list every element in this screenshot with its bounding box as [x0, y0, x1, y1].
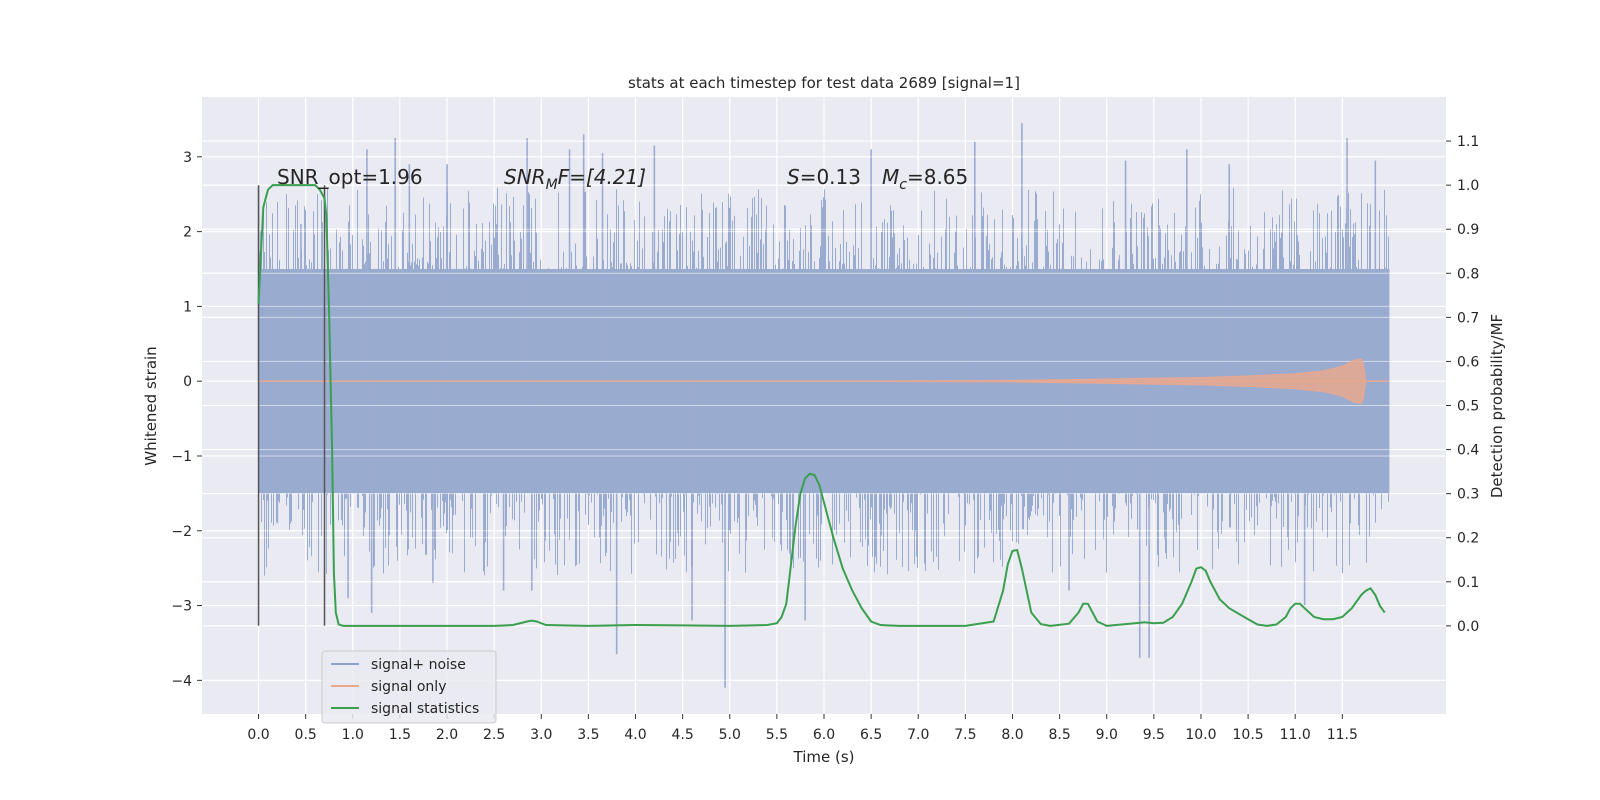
y-right-tick-label: 0.2 — [1457, 531, 1479, 547]
y-left-tick-label: −3 — [171, 599, 192, 615]
y-left-tick-label: 2 — [183, 225, 192, 241]
statistics-line — [257, 184, 1386, 627]
y-left-tick-label: −2 — [171, 524, 192, 540]
y-right-tick-label: 0.1 — [1457, 575, 1479, 591]
annotation-mc-main: M — [882, 165, 899, 189]
x-tick-label: 4.5 — [672, 727, 694, 743]
legend-label-signal-statistics: signal statistics — [371, 701, 479, 717]
y-right-tick-label: 0.6 — [1457, 354, 1479, 370]
x-tick-label: 10.5 — [1233, 727, 1264, 743]
y-right-tick-label: 0.4 — [1457, 443, 1479, 459]
x-tick-label: 7.5 — [954, 727, 976, 743]
annotation-s: S=0.13 — [787, 165, 861, 189]
legend-label-signal-plus-noise: signal+ noise — [371, 657, 466, 673]
annotation-mc-rest: =8.65 — [907, 165, 968, 189]
x-tick-label: 10.0 — [1185, 727, 1216, 743]
annotation-snr-mf-sub: M — [546, 177, 558, 193]
vertical-markers — [257, 185, 326, 626]
y-left-tick-label: 1 — [183, 299, 192, 315]
x-tick-label: 3.0 — [530, 727, 552, 743]
series-signal-only — [258, 358, 1390, 405]
annotation-s-main: S — [787, 165, 800, 189]
y-left-tick-label: −1 — [171, 449, 192, 465]
y-axis-label-right: Detection probability/MF — [1488, 314, 1506, 498]
annotation-mc: Mc=8.65 — [882, 165, 968, 193]
x-tick-label: 1.0 — [342, 727, 364, 743]
x-tick-label: 9.5 — [1143, 727, 1165, 743]
x-tick-label: 5.5 — [766, 727, 788, 743]
series-signal-statistics — [257, 184, 1386, 627]
x-tick-label: 4.0 — [624, 727, 646, 743]
legend: signal+ noise signal only signal statist… — [321, 650, 497, 724]
y-right-tick-label: 0.5 — [1457, 399, 1479, 415]
x-tick-label: 2.0 — [436, 727, 458, 743]
x-axis-label: Time (s) — [793, 748, 855, 766]
annotation-snr-mf: SNRMF=[4.21] — [504, 165, 646, 193]
y-right-tick-label: 1.1 — [1457, 134, 1479, 150]
y-right-tick-label: 0.8 — [1457, 266, 1479, 282]
annotation-mc-sub: c — [899, 177, 907, 193]
y-right-tick-label: 0.0 — [1457, 619, 1479, 635]
x-tick-label: 2.5 — [483, 727, 505, 743]
chart-title: stats at each timestep for test data 268… — [628, 74, 1020, 92]
legend-label-signal-only: signal only — [371, 679, 446, 695]
x-tick-label: 6.0 — [813, 727, 835, 743]
annotation-snr-opt: SNR_opt=1.96 — [277, 165, 423, 189]
y-right-tick-label: 0.9 — [1457, 222, 1479, 238]
legend-box — [321, 650, 497, 724]
tick-labels: 0.0 0.5 1.0 1.5 2.0 2.5 3.0 3.5 4.0 4.5 5.0 5.5 6.0 6… — [171, 134, 1479, 743]
x-tick-label: 0.5 — [295, 727, 317, 743]
x-tick-label: 3.5 — [577, 727, 599, 743]
x-tick-label: 5.0 — [719, 727, 741, 743]
x-tick-label: 9.0 — [1096, 727, 1118, 743]
x-tick-label: 1.5 — [389, 727, 411, 743]
x-tick-label: 11.0 — [1280, 727, 1311, 743]
x-tick-label: 11.5 — [1327, 727, 1358, 743]
annotation-snr-mf-main: SNR — [504, 165, 546, 189]
x-tick-label: 8.5 — [1048, 727, 1070, 743]
y-right-tick-label: 0.7 — [1457, 310, 1479, 326]
x-tick-label: 6.5 — [860, 727, 882, 743]
y-left-tick-label: 3 — [183, 150, 192, 166]
y-left-tick-label: −4 — [171, 673, 192, 689]
x-tick-label: 0.0 — [247, 727, 269, 743]
x-tick-label: 7.0 — [907, 727, 929, 743]
annotation-snr-mf-rest: F=[4.21] — [558, 165, 646, 189]
annotation-s-rest: =0.13 — [800, 165, 861, 189]
y-left-tick-label: 0 — [183, 374, 192, 390]
y-right-tick-label: 0.3 — [1457, 487, 1479, 503]
x-tick-label: 8.0 — [1001, 727, 1023, 743]
y-right-tick-label: 1.0 — [1457, 178, 1479, 194]
y-axis-label-left: Whitened strain — [142, 346, 160, 465]
